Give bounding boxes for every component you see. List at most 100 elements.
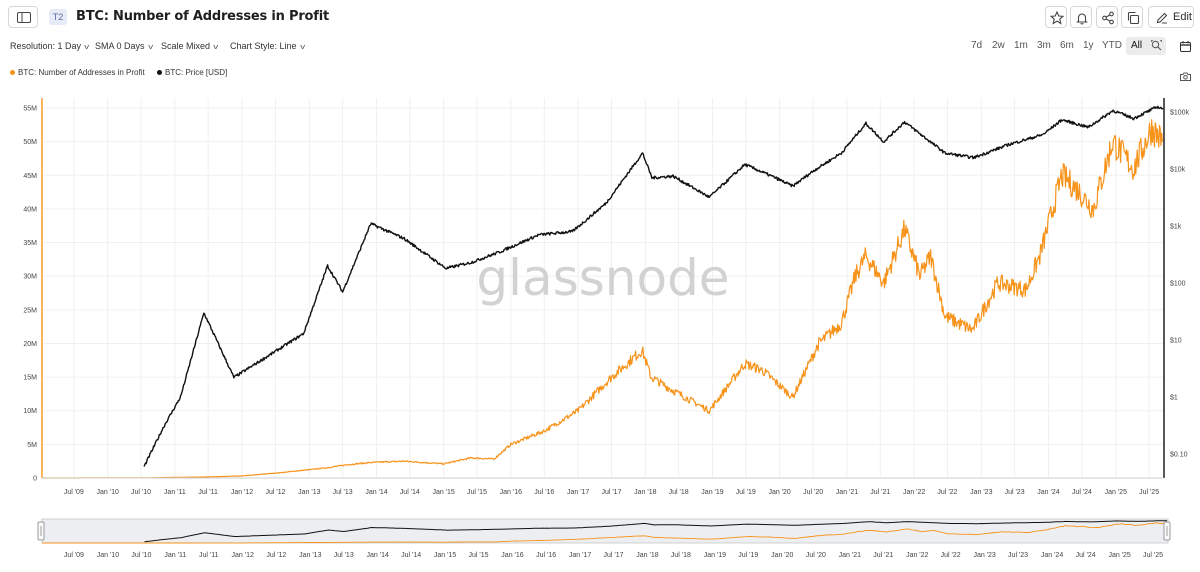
navigator-tick-label: Jul '20 xyxy=(806,552,826,559)
bell-icon xyxy=(1076,13,1088,25)
range-1y[interactable]: 1y xyxy=(1083,40,1094,51)
chevron-down-icon: v xyxy=(84,44,90,51)
y-left-tick-label: 30M xyxy=(23,274,37,281)
navigator-tick-label: Jan '11 xyxy=(164,552,186,559)
navigator-tick-label: Jan '24 xyxy=(1041,552,1063,559)
chevron-down-icon: v xyxy=(147,44,153,51)
y-right-tick-label: $1k xyxy=(1170,224,1182,231)
y-right-tick-label: $100 xyxy=(1170,281,1186,288)
edit-button[interactable]: Edit xyxy=(1148,6,1194,28)
x-tick-label: Jan '19 xyxy=(701,489,723,496)
range-all[interactable]: All xyxy=(1131,40,1143,51)
x-tick-label: Jan '14 xyxy=(365,489,387,496)
navigator-tick-label: Jan '22 xyxy=(906,552,928,559)
y-right-tick-label: $1 xyxy=(1170,395,1178,402)
x-tick-label: Jan '13 xyxy=(298,489,320,496)
chart-style-label: Chart Style: Line xyxy=(230,41,297,51)
legend-swatch-price xyxy=(157,70,162,75)
navigator-tick-label: Jan '10 xyxy=(97,552,119,559)
alert-button[interactable] xyxy=(1070,6,1092,28)
navigator-tick-label: Jul '12 xyxy=(266,552,286,559)
calendar-icon[interactable] xyxy=(1180,41,1191,52)
range-7d[interactable]: 7d xyxy=(971,40,983,51)
range-3m[interactable]: 3m xyxy=(1037,40,1051,51)
edit-label: Edit xyxy=(1173,11,1192,23)
legend-label-price: BTC: Price [USD] xyxy=(165,68,228,77)
navigator-tick-label: Jan '23 xyxy=(973,552,995,559)
x-tick-label: Jul '14 xyxy=(400,489,420,496)
resolution-label: Resolution: 1 Day xyxy=(10,41,82,51)
x-tick-label: Jul '20 xyxy=(803,489,823,496)
tier-badge: T2 xyxy=(49,9,67,25)
copy-button[interactable] xyxy=(1121,6,1143,28)
navigator-series-addresses xyxy=(42,522,1168,544)
navigator-tick-label: Jul '17 xyxy=(603,552,623,559)
x-tick-label: Jul '11 xyxy=(198,489,218,496)
pencil-icon xyxy=(1156,12,1168,24)
legend-item-price[interactable]: BTC: Price [USD] xyxy=(157,68,227,77)
resolution-select[interactable]: Resolution: 1 Day v xyxy=(10,41,89,51)
x-tick-label: Jul '16 xyxy=(534,489,554,496)
navigator-tick-label: Jan '16 xyxy=(501,552,523,559)
x-tick-label: Jul '22 xyxy=(937,489,957,496)
x-tick-label: Jul '09 xyxy=(64,489,84,496)
zoom-icon[interactable] xyxy=(1151,40,1162,51)
share-icon xyxy=(1102,11,1114,25)
chevron-down-icon: v xyxy=(299,44,305,51)
y-left-tick-label: 25M xyxy=(23,307,37,314)
navigator-series-price xyxy=(144,520,1168,543)
series-layer xyxy=(42,105,1164,479)
x-tick-label: Jan '18 xyxy=(634,489,656,496)
y-left-tick-label: 20M xyxy=(23,341,37,348)
x-tick-label: Jul '12 xyxy=(265,489,285,496)
navigator-tick-label: Jan '25 xyxy=(1108,552,1130,559)
navigator-tick-label: Jul '18 xyxy=(671,552,691,559)
navigator-tick-label: Jan '14 xyxy=(367,552,389,559)
navigator-tick-label: Jul '14 xyxy=(401,552,421,559)
x-tick-label: Jan '11 xyxy=(164,489,186,496)
x-tick-label: Jul '19 xyxy=(736,489,756,496)
axis-layer: 0 5M 10M 15M 20M 25M 30M 35M 40M 45M 50M 55M $0.10 $1… xyxy=(23,98,1190,496)
navigator-tick-label: Jan '20 xyxy=(771,552,793,559)
star-icon xyxy=(1050,11,1064,25)
range-2w[interactable]: 2w xyxy=(992,40,1005,51)
sma-select[interactable]: SMA 0 Days v xyxy=(95,41,153,51)
navigator-tick-label: Jul '16 xyxy=(536,552,556,559)
chart-style-select[interactable]: Chart Style: Line v xyxy=(230,41,305,51)
x-tick-label: Jan '21 xyxy=(836,489,858,496)
x-tick-label: Jan '16 xyxy=(500,489,522,496)
navigator-tick-label: Jan '12 xyxy=(232,552,254,559)
y-left-tick-label: 40M xyxy=(23,206,37,213)
navigator-tick-label: Jul '09 xyxy=(64,552,84,559)
x-tick-label: Jan '10 xyxy=(97,489,119,496)
x-tick-label: Jan '23 xyxy=(970,489,992,496)
navigator-tick-label: Jul '24 xyxy=(1076,552,1096,559)
sidebar-toggle-button[interactable] xyxy=(8,6,38,28)
x-tick-label: Jan '15 xyxy=(432,489,454,496)
range-1m[interactable]: 1m xyxy=(1014,40,1028,51)
navigator[interactable]: Jul '09 Jan '10 Jul '10 Jan '11 Jul '11 Jan '… xyxy=(37,518,1171,559)
sidebar-icon xyxy=(17,12,31,23)
copy-icon xyxy=(1127,11,1140,25)
y-left-tick-label: 10M xyxy=(23,408,37,415)
page-title: BTC: Number of Addresses in Profit xyxy=(76,9,329,24)
favorite-button[interactable] xyxy=(1045,6,1067,28)
series-line-btc-price xyxy=(143,105,1164,467)
y-right-tick-label: $10 xyxy=(1170,338,1182,345)
range-6m[interactable]: 6m xyxy=(1060,40,1074,51)
x-tick-label: Jul '13 xyxy=(333,489,353,496)
sma-label: SMA 0 Days xyxy=(95,41,145,51)
x-tick-label: Jan '12 xyxy=(231,489,253,496)
y-left-tick-label: 50M xyxy=(23,139,37,146)
range-ytd[interactable]: YTD xyxy=(1102,40,1122,51)
share-button[interactable] xyxy=(1096,6,1118,28)
y-left-tick-label: 55M xyxy=(23,106,37,113)
scale-select[interactable]: Scale Mixed v xyxy=(161,41,218,51)
legend-item-addresses[interactable]: BTC: Number of Addresses in Profit xyxy=(10,68,145,77)
y-left-tick-label: 35M xyxy=(23,240,37,247)
y-right-tick-label: $10k xyxy=(1170,167,1186,174)
navigator-tick-label: Jul '25 xyxy=(1143,552,1163,559)
camera-icon[interactable] xyxy=(1180,72,1191,81)
